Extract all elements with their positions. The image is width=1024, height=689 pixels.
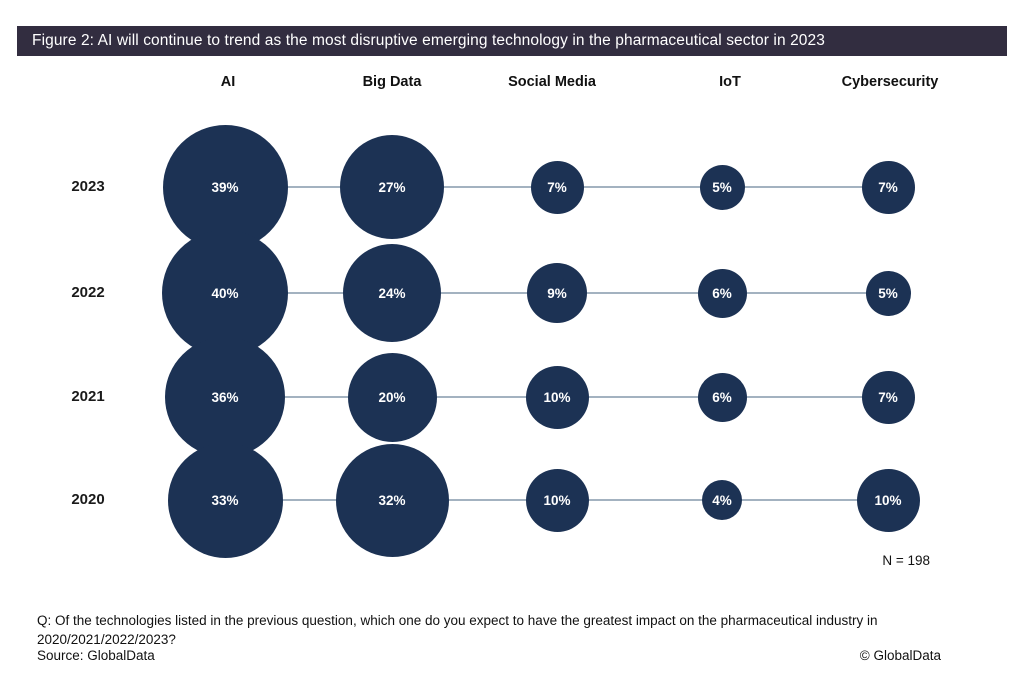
bubble-value-label: 40%: [211, 285, 239, 301]
bubble-value-label: 10%: [543, 492, 571, 508]
bubble-value-label: 39%: [211, 179, 239, 195]
bubble-2021-ai: 36%: [165, 337, 285, 457]
bubble-value-label: 10%: [874, 492, 902, 508]
question-line-1: Q: Of the technologies listed in the pre…: [37, 613, 878, 628]
row-label-2021: 2021: [71, 388, 105, 405]
bubble-2021-social-media: 10%: [525, 365, 589, 429]
bubble-2020-cybersecurity: 10%: [856, 468, 920, 532]
bubble-2023-ai: 39%: [162, 124, 288, 250]
bubble-2023-big-data: 27%: [340, 135, 444, 239]
bubble-value-label: 32%: [378, 492, 406, 508]
row-label-2020: 2020: [71, 491, 105, 508]
bubble-value-label: 20%: [378, 389, 406, 405]
bubble-2022-iot: 6%: [697, 268, 747, 318]
bubble-2022-big-data: 24%: [343, 244, 441, 342]
column-header-big-data: Big Data: [362, 74, 422, 90]
bubble-2023-social-media: 7%: [530, 160, 584, 214]
row-label-2023: 2023: [71, 178, 105, 195]
bubble-value-label: 10%: [543, 389, 571, 405]
bubble-2020-big-data: 32%: [335, 443, 449, 557]
figure-title-bar: Figure 2: AI will continue to trend as t…: [17, 26, 1007, 56]
bubble-2020-ai: 33%: [167, 442, 283, 558]
source-label: Source: GlobalData: [37, 648, 155, 663]
source-row: Source: GlobalData © GlobalData: [37, 648, 941, 663]
sample-size-label: N = 198: [882, 553, 930, 568]
bubble-2021-cybersecurity: 7%: [861, 370, 915, 424]
bubble-value-label: 36%: [211, 389, 239, 405]
bubble-value-label: 7%: [878, 179, 898, 195]
bubble-2022-ai: 40%: [162, 230, 288, 356]
column-header-iot: IoT: [719, 74, 741, 90]
bubble-2022-social-media: 9%: [527, 263, 587, 323]
column-header-ai: AI: [220, 74, 236, 90]
bubble-2021-iot: 6%: [697, 372, 747, 422]
bubble-2023-cybersecurity: 7%: [861, 160, 915, 214]
bubble-2020-social-media: 10%: [525, 468, 589, 532]
bubble-2022-cybersecurity: 5%: [865, 270, 911, 316]
question-text: Q: Of the technologies listed in the pre…: [37, 611, 987, 649]
bubble-value-label: 6%: [712, 285, 732, 301]
bubble-2020-iot: 4%: [702, 480, 742, 520]
bubble-2021-big-data: 20%: [347, 352, 437, 442]
bubble-value-label: 24%: [378, 285, 406, 301]
row-label-2022: 2022: [71, 284, 105, 301]
figure-title: Figure 2: AI will continue to trend as t…: [32, 32, 825, 49]
bubble-value-label: 7%: [547, 179, 567, 195]
copyright-label: © GlobalData: [859, 648, 941, 663]
bubble-value-label: 33%: [211, 492, 239, 508]
bubble-value-label: 4%: [712, 492, 732, 508]
bubble-value-label: 7%: [878, 389, 898, 405]
column-header-cybersecurity: Cybersecurity: [841, 74, 939, 90]
bubble-value-label: 6%: [712, 389, 732, 405]
bubble-2023-iot: 5%: [699, 164, 745, 210]
bubble-value-label: 5%: [712, 179, 732, 195]
question-line-2: 2020/2021/2022/2023?: [37, 632, 176, 647]
bubble-value-label: 27%: [378, 179, 406, 195]
bubble-value-label: 9%: [547, 285, 567, 301]
bubble-value-label: 5%: [878, 285, 898, 301]
column-header-social-media: Social Media: [508, 74, 596, 90]
